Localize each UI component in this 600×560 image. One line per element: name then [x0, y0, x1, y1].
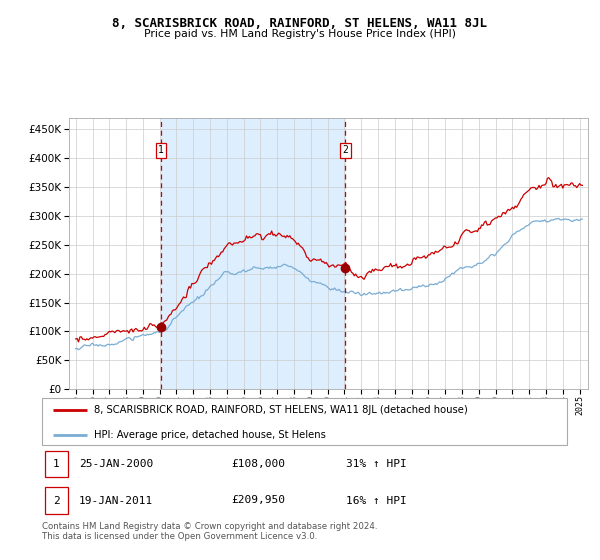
Text: 1: 1: [158, 145, 164, 155]
Text: £108,000: £108,000: [231, 459, 285, 469]
FancyBboxPatch shape: [44, 487, 68, 514]
Text: Contains HM Land Registry data © Crown copyright and database right 2024.
This d: Contains HM Land Registry data © Crown c…: [42, 522, 377, 542]
Text: 31% ↑ HPI: 31% ↑ HPI: [347, 459, 407, 469]
Text: Price paid vs. HM Land Registry's House Price Index (HPI): Price paid vs. HM Land Registry's House …: [144, 29, 456, 39]
Text: £209,950: £209,950: [231, 496, 285, 506]
Text: 8, SCARISBRICK ROAD, RAINFORD, ST HELENS, WA11 8JL: 8, SCARISBRICK ROAD, RAINFORD, ST HELENS…: [113, 17, 487, 30]
FancyBboxPatch shape: [42, 398, 567, 445]
Text: 2: 2: [53, 496, 60, 506]
Text: 2: 2: [343, 145, 348, 155]
FancyBboxPatch shape: [44, 451, 68, 477]
Text: 8, SCARISBRICK ROAD, RAINFORD, ST HELENS, WA11 8JL (detached house): 8, SCARISBRICK ROAD, RAINFORD, ST HELENS…: [95, 405, 468, 416]
Text: 25-JAN-2000: 25-JAN-2000: [79, 459, 153, 469]
Text: 16% ↑ HPI: 16% ↑ HPI: [347, 496, 407, 506]
Text: 1: 1: [53, 459, 60, 469]
Bar: [161, 118, 345, 389]
Text: HPI: Average price, detached house, St Helens: HPI: Average price, detached house, St H…: [95, 430, 326, 440]
Text: 19-JAN-2011: 19-JAN-2011: [79, 496, 153, 506]
